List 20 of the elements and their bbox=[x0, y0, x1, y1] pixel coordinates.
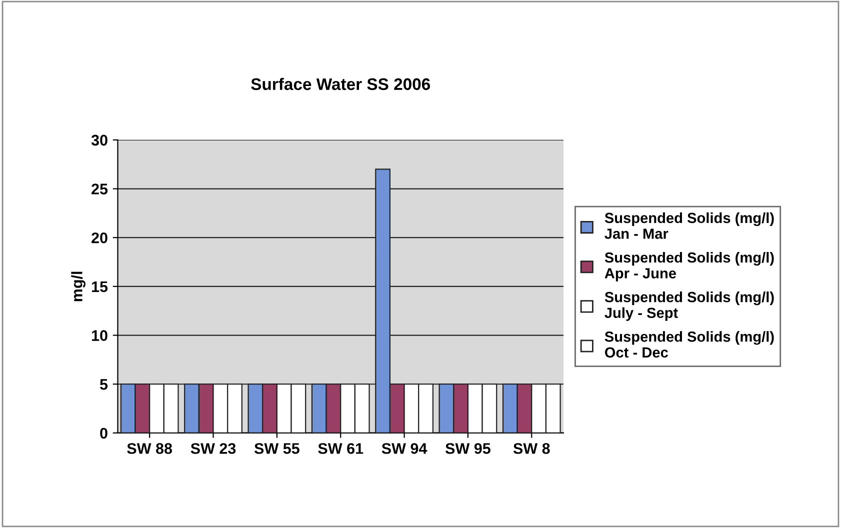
x-tick-label: SW 23 bbox=[190, 443, 236, 454]
x-tick-label: SW 61 bbox=[318, 443, 364, 454]
legend-label: Suspended Solids (mg/l) Oct - Dec bbox=[604, 331, 774, 358]
y-tick-label: 25 bbox=[92, 184, 108, 194]
y-tick-label: 5 bbox=[100, 379, 108, 390]
legend-label: Suspended Solids (mg/l) Jan - Mar bbox=[604, 212, 774, 239]
legend-label: Suspended Solids (mg/l) Apr - June bbox=[604, 252, 774, 282]
x-tick-label: SW 95 bbox=[445, 443, 490, 454]
y-axis-title: mg/l bbox=[71, 272, 86, 302]
y-tick-label: 15 bbox=[92, 281, 108, 292]
y-tick-label: 10 bbox=[92, 330, 108, 341]
legend-label: Suspended Solids (mg/l) July - Sept bbox=[604, 292, 774, 321]
x-tick-label: SW 8 bbox=[513, 443, 550, 454]
chart-title: Surface Water SS 2006 bbox=[251, 78, 430, 90]
y-tick-label: 30 bbox=[91, 134, 108, 146]
x-tick-label: SW 88 bbox=[127, 443, 172, 454]
x-tick-label: SW 94 bbox=[382, 443, 428, 454]
x-tick-label: SW 55 bbox=[254, 443, 300, 454]
y-tick-label: 0 bbox=[100, 428, 108, 439]
y-tick-label: 20 bbox=[92, 232, 108, 244]
